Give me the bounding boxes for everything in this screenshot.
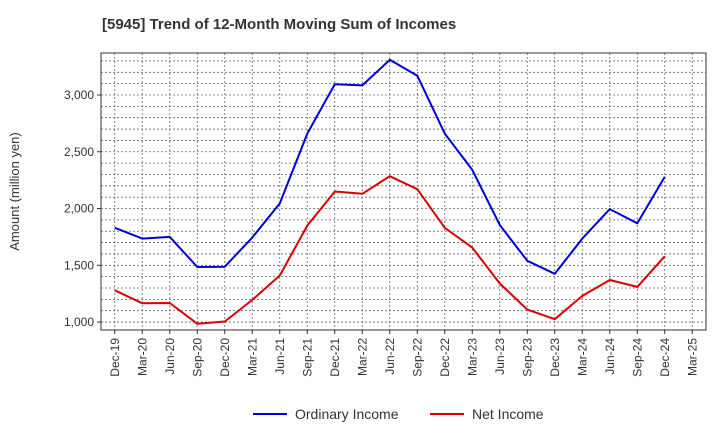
plot-frame [100, 52, 707, 331]
x-tick-label: Dec-24 [658, 338, 672, 377]
x-tick-label: Mar-23 [465, 338, 479, 376]
x-tick-label: Mar-25 [685, 338, 699, 376]
series-line-ordinary-income [114, 58, 666, 275]
legend: Ordinary Income Net Income [253, 406, 544, 422]
x-tick-label: Dec-23 [548, 338, 562, 377]
y-axis-label: Amount (million yen) [7, 132, 22, 251]
grid-lines [101, 53, 706, 330]
x-tick-label: Mar-21 [245, 338, 259, 376]
x-tick-label: Dec-20 [218, 338, 232, 377]
y-tick-label: 1,000 [64, 315, 94, 329]
series-lines [114, 58, 666, 325]
x-tick-label: Sep-21 [300, 338, 314, 377]
x-tick-label: Sep-24 [630, 338, 644, 377]
x-tick-label: Dec-19 [108, 338, 122, 377]
x-tick-label: Mar-24 [575, 338, 589, 376]
legend-label: Net Income [472, 406, 544, 422]
x-tick-label: Jun-23 [493, 338, 507, 375]
x-tick-label: Mar-22 [355, 338, 369, 376]
y-tick-label: 2,000 [64, 202, 94, 216]
x-tick-label: Sep-20 [190, 338, 204, 377]
x-tick-label: Dec-22 [438, 338, 452, 377]
x-tick-label: Jun-20 [163, 338, 177, 375]
y-axis: 1,000 1,500 2,000 2,500 3,000 [64, 88, 101, 329]
y-tick-label: 2,500 [64, 145, 94, 159]
x-tick-label: Mar-20 [135, 338, 149, 376]
y-tick-label: 3,000 [64, 88, 94, 102]
x-tick-label: Jun-21 [273, 338, 287, 375]
x-tick-label: Sep-22 [410, 338, 424, 377]
x-tick-label: Sep-23 [520, 338, 534, 377]
series-line-net-income [114, 175, 666, 325]
chart-title: [5945] Trend of 12-Month Moving Sum of I… [102, 16, 457, 33]
x-axis: Dec-19 Mar-20 Jun-20 Sep-20 Dec-20 Mar-21 Jun-… [108, 330, 699, 377]
legend-label: Ordinary Income [295, 406, 399, 422]
x-tick-label: Jun-22 [383, 338, 397, 375]
y-tick-label: 1,500 [64, 258, 94, 272]
x-tick-label: Dec-21 [328, 338, 342, 377]
plot-area [101, 53, 706, 330]
x-tick-label: Jun-24 [603, 338, 617, 375]
